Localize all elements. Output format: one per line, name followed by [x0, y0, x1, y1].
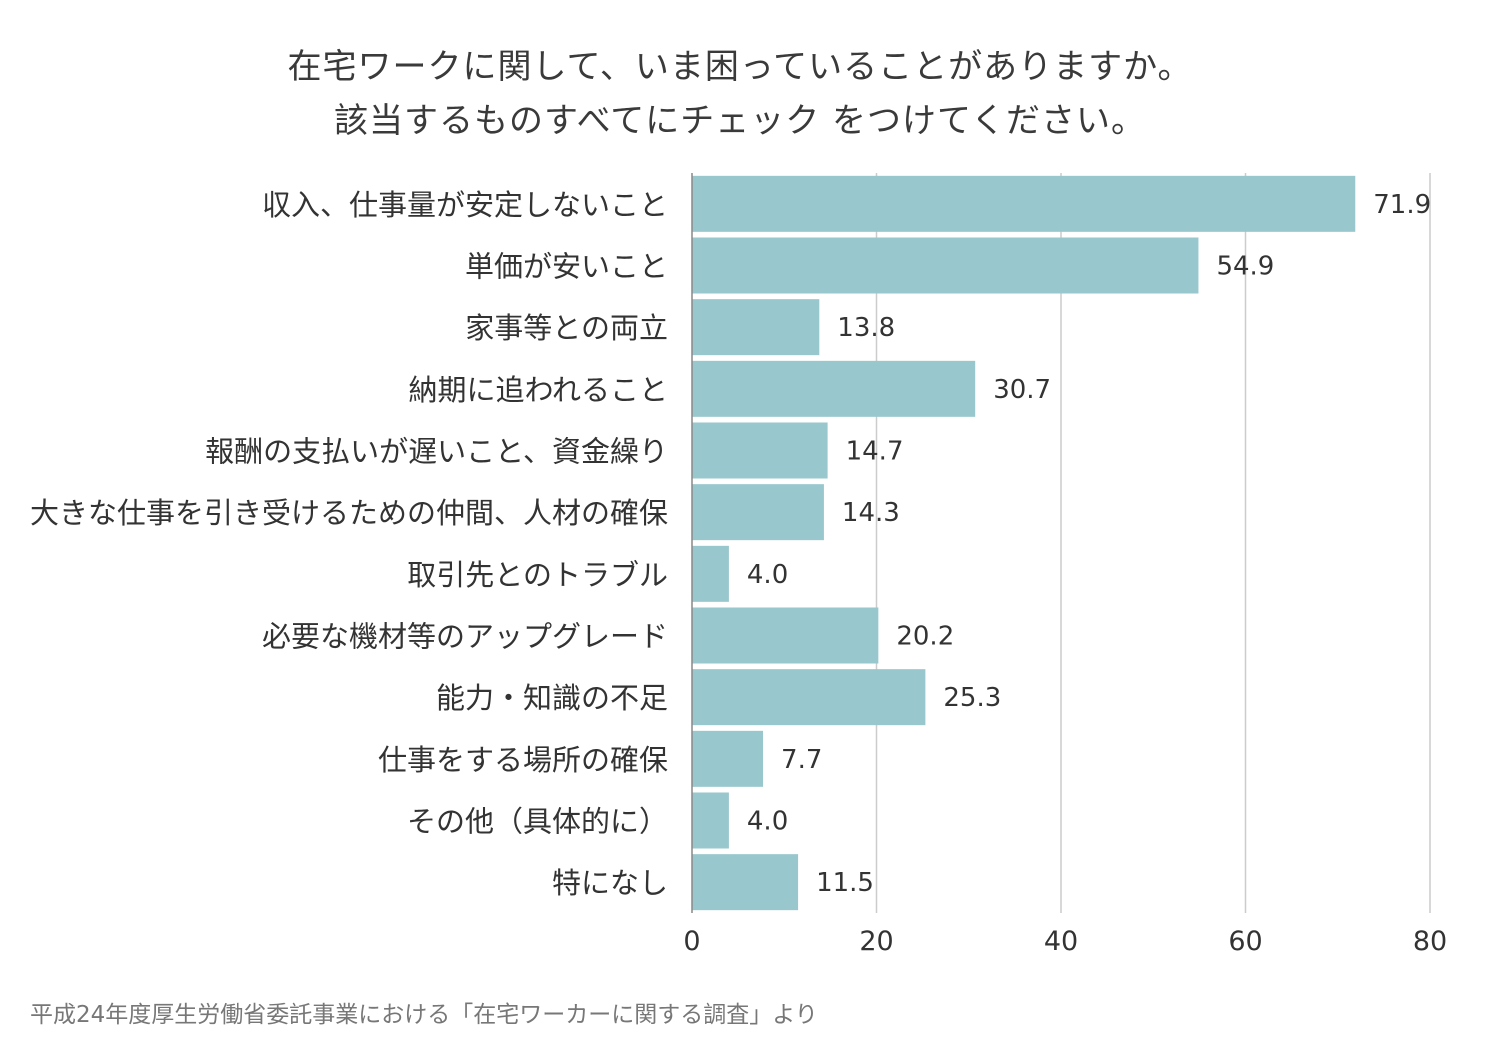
source-note: 平成24年度厚生労働省委託事業における「在宅ワーカーに関する調査」より — [30, 1002, 818, 1028]
x-tick-label: 80 — [1413, 926, 1447, 957]
chart-title: 在宅ワークに関して、いま困っていることがありますか。 該当するものすべてにチェッ… — [0, 40, 1480, 148]
bar — [692, 730, 764, 787]
value-label: 14.7 — [846, 437, 904, 467]
bar — [692, 422, 828, 479]
category-label: 仕事をする場所の確保 — [378, 743, 668, 777]
category-label: 納期に追われること — [408, 373, 668, 407]
value-label: 7.7 — [781, 745, 822, 775]
value-label: 30.7 — [993, 375, 1051, 405]
category-label: 能力・知識の不足 — [436, 681, 668, 715]
category-label: 報酬の支払いが遅いこと、資金繰り — [205, 435, 668, 469]
value-label: 13.8 — [837, 313, 895, 343]
bar — [692, 484, 824, 541]
title-line-2: 該当するものすべてにチェック をつけてください。 — [333, 101, 1147, 141]
title-line-1: 在宅ワークに関して、いま困っていることがありますか。 — [287, 47, 1193, 87]
bar — [692, 792, 729, 849]
value-label: 20.2 — [896, 622, 954, 652]
value-label: 14.3 — [842, 498, 900, 528]
value-label: 4.0 — [747, 560, 788, 590]
category-label: 取引先とのトラブル — [407, 558, 668, 592]
category-label: その他（具体的に） — [407, 805, 668, 839]
bar — [692, 175, 1356, 232]
bar — [692, 360, 976, 417]
value-label: 25.3 — [943, 683, 1001, 713]
category-label: 大きな仕事を引き受けるための仲間、人材の確保 — [30, 496, 668, 530]
value-label: 11.5 — [816, 868, 874, 898]
category-label: 収入、仕事量が安定しないこと — [262, 188, 668, 222]
value-label: 54.9 — [1216, 252, 1274, 282]
category-label: 家事等との両立 — [465, 311, 668, 345]
bar — [692, 607, 879, 664]
bar — [692, 854, 799, 911]
bar — [692, 669, 926, 726]
category-label: 単価が安いこと — [465, 250, 668, 284]
category-label: 必要な機材等のアップグレード — [262, 620, 668, 654]
x-tick-label: 0 — [683, 926, 700, 957]
value-label: 4.0 — [747, 807, 788, 837]
x-tick-label: 60 — [1228, 926, 1262, 957]
category-label: 特になし — [552, 866, 668, 900]
bar — [692, 237, 1199, 294]
value-label: 71.9 — [1373, 190, 1431, 220]
bar — [692, 545, 729, 602]
x-tick-label: 20 — [859, 926, 893, 957]
x-tick-label: 40 — [1044, 926, 1078, 957]
bar — [692, 299, 820, 356]
